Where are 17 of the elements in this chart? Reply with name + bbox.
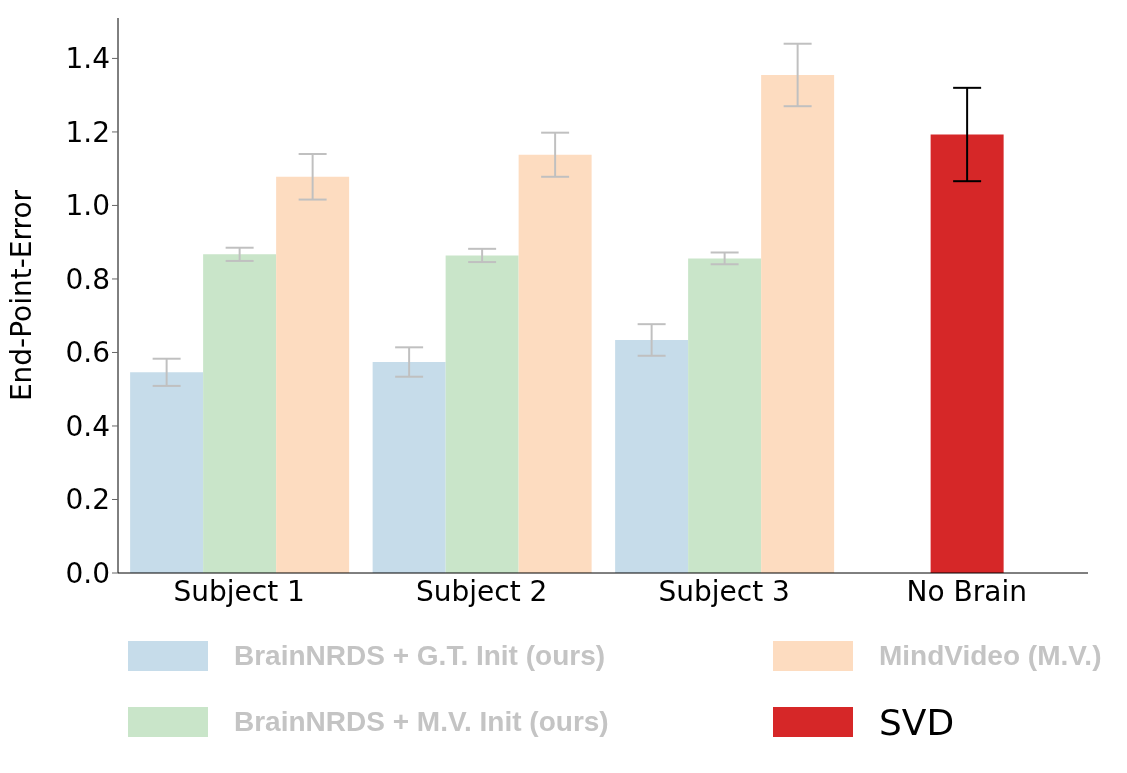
x-tick-label: No Brain bbox=[906, 574, 1027, 608]
y-tick-label: 1.0 bbox=[65, 189, 110, 223]
y-tick-label: 0.2 bbox=[65, 483, 110, 517]
y-tick-label: 1.4 bbox=[65, 42, 110, 76]
y-tick-label: 0.8 bbox=[65, 262, 110, 296]
legend-label: BrainNRDS + M.V. Init (ours) bbox=[234, 706, 609, 738]
y-tick-label: 1.2 bbox=[65, 115, 110, 149]
x-tick-label: Subject 3 bbox=[658, 574, 790, 608]
y-tick-label: 0.0 bbox=[65, 556, 110, 590]
x-tick-label: Subject 1 bbox=[173, 574, 305, 608]
legend-label: SVD bbox=[879, 701, 955, 743]
x-tick-label: Subject 2 bbox=[416, 574, 548, 608]
legend-label: BrainNRDS + G.T. Init (ours) bbox=[234, 640, 606, 672]
y-tick-label: 0.6 bbox=[65, 336, 110, 370]
y-tick-label: 0.4 bbox=[65, 409, 110, 443]
y-axis-title: End-Point-Error bbox=[4, 189, 38, 402]
legend-label: MindVideo (M.V.) bbox=[879, 640, 1102, 672]
